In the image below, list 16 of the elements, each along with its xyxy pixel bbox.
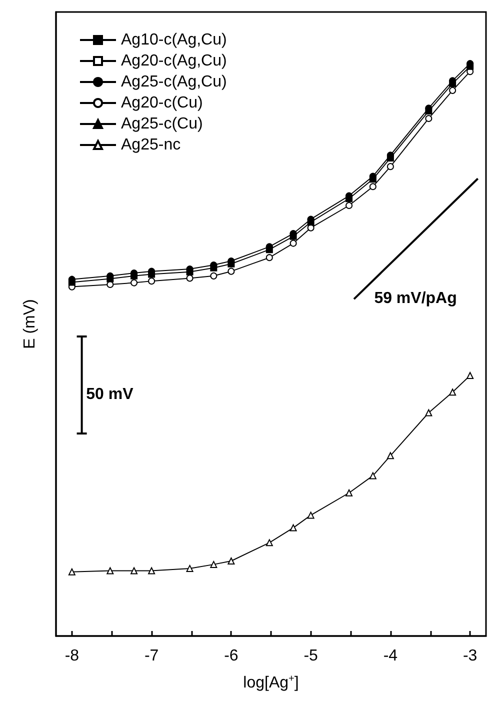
x-tick-label: -7: [144, 648, 159, 664]
annotation: 50 mV: [86, 386, 134, 404]
legend-label: Ag25-c(Cu): [121, 116, 203, 132]
legend-label: Ag10-c(Ag,Cu): [121, 32, 227, 48]
legend-label: Ag20-c(Ag,Cu): [121, 52, 227, 70]
x-tick-label: -6: [224, 648, 238, 664]
legend-label: Ag25-c(Ag,Cu): [121, 74, 227, 90]
y-axis-title: E (mV): [22, 299, 38, 349]
x-axis-title: log[Ag+]: [243, 674, 299, 692]
x-tick-label: -4: [383, 648, 398, 664]
x-tick-label: -3: [462, 648, 478, 664]
x-tick-label: -8: [64, 648, 80, 664]
legend-label: Ag20-c(Cu): [121, 94, 203, 112]
legend-label: Ag25-nc: [121, 136, 181, 154]
annotation: 59 mV/pAg: [374, 290, 457, 308]
x-tick-label: -5: [304, 648, 318, 664]
